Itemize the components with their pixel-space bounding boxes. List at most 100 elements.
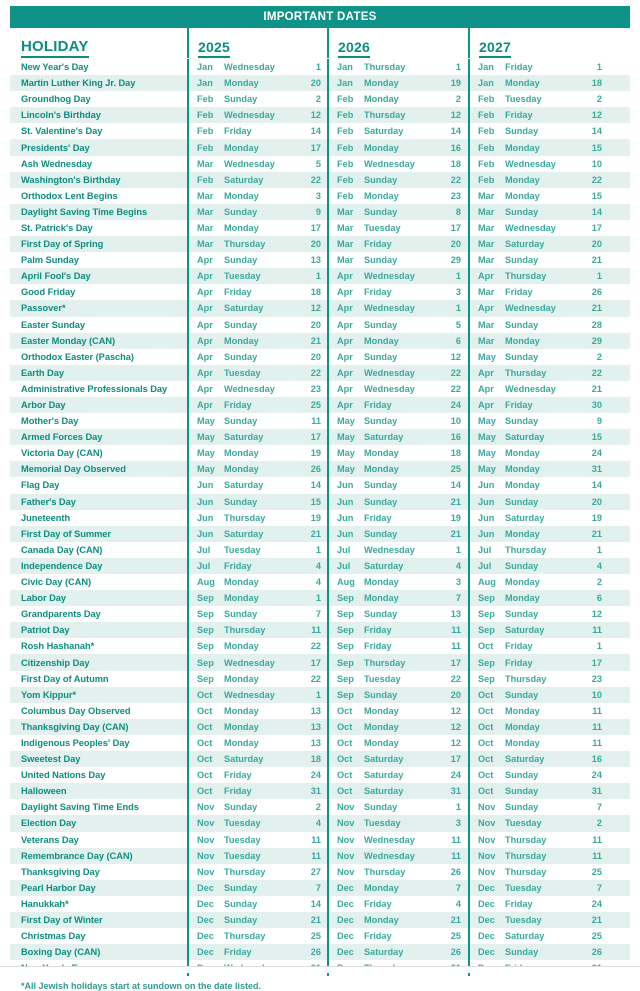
holiday-name: Daylight Saving Time Begins [21,206,148,217]
date-day-number: 3 [455,818,461,829]
date-month: Dec [197,882,214,893]
date-day-number: 17 [450,222,461,233]
date-day-number: 21 [450,915,461,926]
date-cell-2025: Jun Saturday 14 [187,477,327,494]
holiday-table-body: New Year's Day Jan Wednesday 1 Jan Thursday 1 J… [10,59,630,977]
date-cell-2027: Mar Friday 26 [468,284,609,301]
date-month: May [197,416,215,427]
date-month: Apr [197,319,213,330]
date-weekday: Wednesday [224,62,275,73]
date-month: Feb [337,142,354,153]
date-month: Sep [478,673,495,684]
date-month: Sep [197,593,214,604]
holiday-name: Administrative Professionals Day [21,383,168,394]
date-day-number: 4 [315,560,321,571]
holiday-name: Independence Day [21,560,103,571]
date-month: Sep [197,641,214,652]
date-month: Nov [478,866,496,877]
date-cell-2025: Apr Tuesday 1 [187,268,327,285]
date-day-number: 16 [450,142,461,153]
date-month: Apr [337,367,353,378]
date-month: Mar [337,255,354,266]
date-weekday: Monday [224,78,259,89]
title-banner: IMPORTANT DATES [10,6,630,28]
date-day-number: 7 [315,882,321,893]
date-day-number: 24 [310,770,321,781]
date-cell-2025: Nov Tuesday 11 [187,847,327,864]
holiday-name: Memorial Day Observed [21,464,126,475]
date-month: Sep [337,641,354,652]
date-cell-2027: Oct Monday 11 [468,734,609,752]
date-cell-2027: Nov Thursday 11 [468,831,609,848]
date-cell-2026: Dec Saturday 26 [327,944,468,961]
date-weekday: Thursday [224,625,266,636]
table-row: St. Valentine's Day Feb Friday 14 Feb Saturda… [10,123,630,140]
date-cell-2026: May Monday 18 [327,445,468,462]
date-day-number: 1 [455,271,461,282]
date-day-number: 14 [450,480,461,491]
date-month: Dec [337,947,354,958]
date-day-number: 12 [450,721,461,732]
date-month: Jun [197,480,214,491]
date-day-number: 11 [451,625,461,636]
date-day-number: 14 [591,480,602,491]
holiday-name: Canada Day (CAN) [21,544,103,555]
date-cell-2026: Apr Wednesday 22 [327,380,468,397]
date-day-number: 11 [311,850,321,861]
date-cell-2025: Dec Sunday 21 [187,911,327,929]
date-day-number: 14 [591,126,602,137]
holiday-name: Indigenous Peoples' Day [21,737,130,748]
holiday-name: Earth Day [21,367,64,378]
date-day-number: 11 [592,625,602,636]
column-header-2025-cell: 2025 [187,28,327,58]
date-month: Nov [197,866,215,877]
holiday-name: Groundhog Day [21,94,91,105]
date-day-number: 1 [315,544,321,555]
date-weekday: Wednesday [364,850,415,861]
date-weekday: Saturday [364,754,404,765]
date-weekday: Monday [505,174,540,185]
date-day-number: 8 [455,206,461,217]
date-day-number: 17 [591,657,602,668]
date-cell-2025: Mar Wednesday 5 [187,155,327,172]
date-month: Apr [197,303,213,314]
date-month: Sep [337,673,354,684]
date-cell-2025: Mar Thursday 20 [187,236,327,253]
date-cell-2027: Jun Sunday 20 [468,493,609,510]
date-weekday: Friday [505,110,533,121]
table-row: Easter Sunday Apr Sunday 20 Apr Sunday 5 Mar Sun… [10,316,630,333]
date-cell-2025: Jun Saturday 21 [187,525,327,542]
date-day-number: 25 [450,931,461,942]
date-weekday: Thursday [505,544,547,555]
date-day-number: 29 [450,255,461,266]
date-day-number: 14 [310,480,321,491]
date-cell-2026: Feb Wednesday 18 [327,155,468,172]
date-month: Nov [337,802,355,813]
date-weekday: Thursday [364,657,406,668]
date-cell-2025: Oct Friday 24 [187,767,327,784]
date-month: Nov [478,834,496,845]
table-row: Memorial Day Observed May Monday 26 May Monda… [10,461,630,478]
holiday-name: Grandparents Day [21,609,101,620]
date-cell-2027: May Monday 24 [468,445,609,462]
date-cell-2026: Apr Friday 24 [327,396,468,414]
date-cell-2027: Sep Thursday 23 [468,670,609,687]
date-cell-2025: Feb Wednesday 12 [187,107,327,124]
date-day-number: 1 [596,271,602,282]
date-month: May [197,432,215,443]
date-weekday: Friday [364,239,392,250]
date-weekday: Wednesday [364,544,415,555]
date-month: Mar [478,287,495,298]
date-cell-2027: Feb Friday 12 [468,107,609,124]
date-day-number: 17 [310,222,321,233]
date-month: Apr [197,335,213,346]
date-day-number: 19 [450,512,461,523]
holiday-name: Patriot Day [21,625,70,636]
date-day-number: 1 [455,544,461,555]
date-cell-2027: Nov Thursday 11 [468,847,609,864]
date-weekday: Monday [224,593,259,604]
date-month: Dec [337,882,354,893]
date-weekday: Sunday [505,351,539,362]
date-weekday: Monday [364,190,399,201]
date-day-number: 5 [455,319,461,330]
